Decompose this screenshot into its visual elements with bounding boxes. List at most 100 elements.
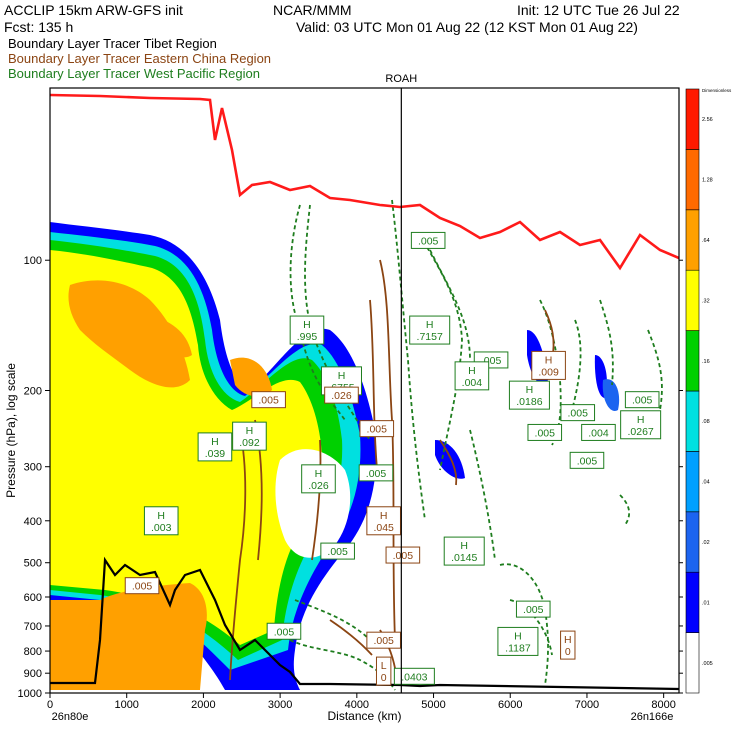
model-title: ACCLIP 15km ARW-GFS init bbox=[4, 2, 183, 18]
field-patch-orange-upper bbox=[68, 280, 190, 388]
svg-text:.045: .045 bbox=[373, 522, 394, 534]
svg-text:H: H bbox=[157, 510, 165, 522]
field-value-label: L0 bbox=[375, 656, 392, 686]
svg-text:H: H bbox=[338, 370, 346, 382]
eastern-china-contour bbox=[439, 439, 458, 486]
svg-text:.005: .005 bbox=[393, 550, 414, 562]
svg-text:.004: .004 bbox=[462, 377, 483, 389]
colorbar-swatch bbox=[685, 632, 700, 694]
y-tick-label: 100 bbox=[24, 255, 42, 267]
field-value-label: .005 bbox=[569, 451, 605, 469]
field-value-label: H.009 bbox=[531, 350, 566, 380]
svg-text:H: H bbox=[468, 365, 476, 377]
tracer-field bbox=[50, 222, 620, 690]
field-value-label: .0403 bbox=[393, 667, 435, 685]
svg-text:.005: .005 bbox=[274, 626, 295, 638]
svg-text:.092: .092 bbox=[239, 437, 260, 449]
field-value-label: H.7157 bbox=[409, 315, 451, 345]
org-label: NCAR/MMM bbox=[273, 2, 352, 18]
west-pacific-contour bbox=[499, 563, 549, 686]
x-end-label: 26n166e bbox=[631, 711, 674, 723]
field-patch-orange-right bbox=[230, 357, 272, 397]
colorbar-level-label: .64 bbox=[702, 238, 710, 244]
field-value-label: .005 bbox=[515, 600, 551, 618]
west-pacific-contour bbox=[509, 599, 553, 656]
west-pacific-contour bbox=[647, 329, 663, 411]
svg-text:H: H bbox=[246, 425, 254, 437]
colorbar-level-label: 1.28 bbox=[702, 178, 713, 184]
svg-text:H: H bbox=[526, 384, 534, 396]
x-tick-label: 8000 bbox=[651, 699, 675, 711]
svg-text:.005: .005 bbox=[523, 604, 544, 616]
west-pacific-contour bbox=[419, 234, 463, 471]
west-pacific-contour bbox=[571, 319, 582, 411]
x-tick-label: 6000 bbox=[498, 699, 522, 711]
colorbar-swatch bbox=[685, 511, 700, 573]
field-value-label: .004 bbox=[581, 423, 616, 441]
field-value-label: .026 bbox=[324, 386, 359, 404]
field-value-label: H.0145 bbox=[443, 536, 485, 566]
x-tick-label: 5000 bbox=[421, 699, 445, 711]
field-value-label: .005 bbox=[251, 391, 286, 409]
y-tick-label: 200 bbox=[24, 386, 42, 398]
y-tick-label: 300 bbox=[24, 462, 42, 474]
colorbar-level-label: .01 bbox=[702, 600, 710, 606]
svg-text:.005: .005 bbox=[373, 635, 394, 647]
legend-west-pacific: Boundary Layer Tracer West Pacific Regio… bbox=[8, 66, 260, 81]
svg-text:.005: .005 bbox=[568, 408, 589, 420]
svg-text:.005: .005 bbox=[327, 546, 348, 558]
field-value-label: H.045 bbox=[366, 506, 401, 536]
y-tick-label: 400 bbox=[24, 516, 42, 528]
colorbar-swatch bbox=[685, 451, 700, 513]
colorbar-level-label: .32 bbox=[702, 298, 710, 304]
field-value-label: .005 bbox=[358, 464, 394, 482]
colorbar-swatch bbox=[685, 269, 700, 331]
field-value-label: H0 bbox=[560, 630, 576, 660]
field-value-label: H.092 bbox=[232, 421, 267, 451]
west-pacific-contour bbox=[619, 494, 631, 526]
eastern-china-contour bbox=[379, 259, 396, 641]
valid-time: Valid: 03 UTC Mon 01 Aug 22 (12 KST Mon … bbox=[296, 19, 638, 35]
colorbar-level-label: .005 bbox=[702, 661, 713, 667]
init-time: Init: 12 UTC Tue 26 Jul 22 bbox=[517, 2, 680, 18]
field-patch-orange-mid bbox=[150, 315, 192, 358]
svg-text:.995: .995 bbox=[297, 331, 318, 343]
colorbar-swatch bbox=[685, 149, 700, 211]
eastern-china-contour bbox=[369, 299, 379, 481]
field-value-label: H.995 bbox=[289, 315, 325, 345]
eastern-china-contour bbox=[311, 439, 322, 561]
svg-text:H: H bbox=[315, 468, 323, 480]
west-pacific-contour bbox=[391, 199, 426, 521]
field-patch-blue-e1 bbox=[435, 440, 465, 479]
x-start-label: 26n80e bbox=[52, 711, 89, 723]
svg-text:H: H bbox=[211, 436, 219, 448]
x-tick-label: 2000 bbox=[191, 699, 215, 711]
field-value-label: H.039 bbox=[197, 432, 233, 462]
forecast-hour: Fcst: 135 h bbox=[4, 19, 74, 35]
colorbar-swatch bbox=[685, 88, 700, 150]
svg-text:H: H bbox=[514, 630, 522, 642]
svg-text:.7157: .7157 bbox=[417, 331, 443, 343]
field-value-label: H.1187 bbox=[497, 626, 539, 656]
svg-text:H: H bbox=[460, 540, 468, 552]
west-pacific-contour bbox=[599, 299, 614, 386]
svg-text:H: H bbox=[303, 319, 311, 331]
svg-text:.039: .039 bbox=[205, 448, 226, 460]
y-tick-label: 600 bbox=[24, 592, 42, 604]
svg-text:.0403: .0403 bbox=[401, 671, 427, 683]
svg-text:.005: .005 bbox=[367, 424, 388, 436]
x-tick-label: 4000 bbox=[345, 699, 369, 711]
legend-tibet: Boundary Layer Tracer Tibet Region bbox=[8, 36, 217, 51]
x-tick-label: 1000 bbox=[114, 699, 138, 711]
svg-text:0: 0 bbox=[565, 646, 571, 658]
west-pacific-contour bbox=[469, 429, 496, 561]
field-value-label: .005 bbox=[624, 391, 660, 409]
svg-text:H: H bbox=[426, 319, 434, 331]
svg-text:.0267: .0267 bbox=[628, 426, 654, 438]
colorbar-swatch bbox=[685, 330, 700, 392]
eastern-china-contour bbox=[229, 429, 247, 681]
svg-text:.026: .026 bbox=[308, 480, 329, 492]
field-value-label: .005 bbox=[527, 423, 563, 441]
colorbar-level-label: 2.56 bbox=[702, 117, 713, 123]
